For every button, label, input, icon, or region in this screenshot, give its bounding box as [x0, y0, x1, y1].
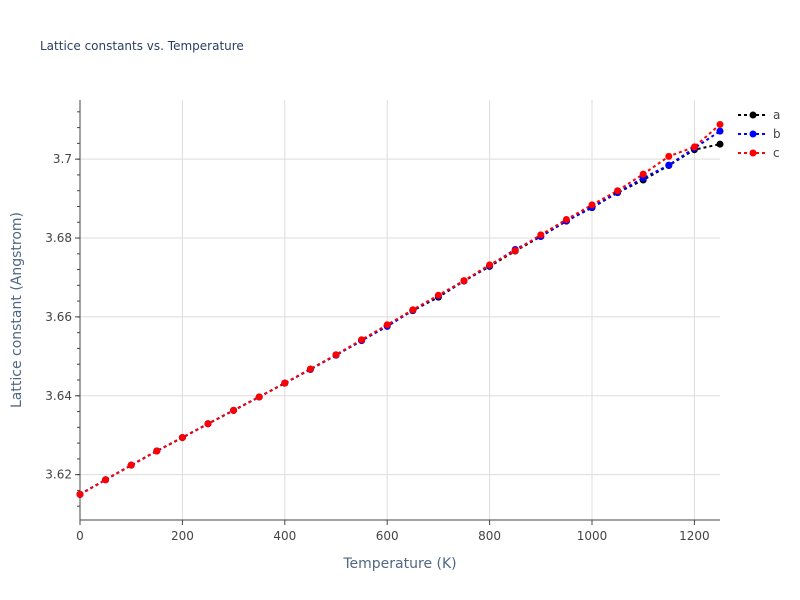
- points-layer: [76, 120, 724, 498]
- x-tick-label: 800: [478, 529, 501, 543]
- series-line-c: [80, 123, 720, 496]
- y-tick-label: 3.7: [53, 152, 72, 166]
- data-point-c: [281, 379, 289, 387]
- y-tick-labels: 3.62 3.64 3.66 3.68 3.7: [45, 152, 72, 481]
- chart-title: Lattice constants vs. Temperature: [40, 39, 244, 53]
- data-point-c: [588, 201, 596, 209]
- y-axis-title: Lattice constant (Angstrom): [9, 212, 25, 408]
- data-point-c: [332, 351, 340, 359]
- data-point-c: [537, 231, 545, 239]
- data-point-b: [716, 127, 724, 135]
- legend-marker-a: [749, 111, 757, 119]
- data-point-a: [716, 140, 724, 148]
- x-tick-labels: 0 200 400 600 800 1000 1200: [76, 529, 709, 543]
- x-tick-label: 200: [171, 529, 194, 543]
- legend-marker-b: [749, 130, 757, 138]
- x-axis-title: Temperature (K): [342, 556, 456, 572]
- data-point-c: [204, 420, 212, 428]
- data-point-c: [614, 187, 622, 195]
- data-point-c: [486, 261, 494, 269]
- data-point-c: [358, 336, 366, 344]
- series-layer: [80, 123, 720, 496]
- data-point-c: [639, 170, 647, 178]
- x-tick-label: 600: [376, 529, 399, 543]
- legend-label-b: b: [773, 127, 781, 141]
- data-point-c: [230, 406, 238, 414]
- legend-marker-c: [749, 149, 757, 157]
- legend: abc: [738, 108, 781, 160]
- data-point-b: [665, 161, 673, 169]
- data-point-c: [102, 476, 110, 484]
- y-tick-label: 3.62: [45, 468, 72, 482]
- y-tick-label: 3.64: [45, 389, 72, 403]
- data-point-c: [562, 215, 570, 223]
- data-point-c: [306, 365, 314, 373]
- data-point-c: [716, 120, 724, 128]
- data-point-c: [690, 143, 698, 151]
- data-point-c: [153, 447, 161, 455]
- x-tick-label: 400: [273, 529, 296, 543]
- data-point-c: [127, 461, 135, 469]
- x-tick-label: 1200: [679, 529, 710, 543]
- data-point-c: [511, 247, 519, 255]
- legend-label-c: c: [773, 146, 780, 160]
- data-point-c: [255, 393, 263, 401]
- grid: [80, 100, 720, 520]
- data-point-c: [460, 277, 468, 285]
- data-point-c: [409, 306, 417, 314]
- data-point-c: [665, 152, 673, 160]
- x-tick-label: 0: [76, 529, 84, 543]
- x-tick-label: 1000: [577, 529, 608, 543]
- y-tick-label: 3.68: [45, 231, 72, 245]
- legend-label-a: a: [773, 108, 780, 122]
- data-point-c: [383, 321, 391, 329]
- data-point-c: [76, 490, 84, 498]
- y-tick-label: 3.66: [45, 310, 72, 324]
- data-point-c: [178, 434, 186, 442]
- axes: [75, 100, 720, 525]
- data-point-c: [434, 291, 442, 299]
